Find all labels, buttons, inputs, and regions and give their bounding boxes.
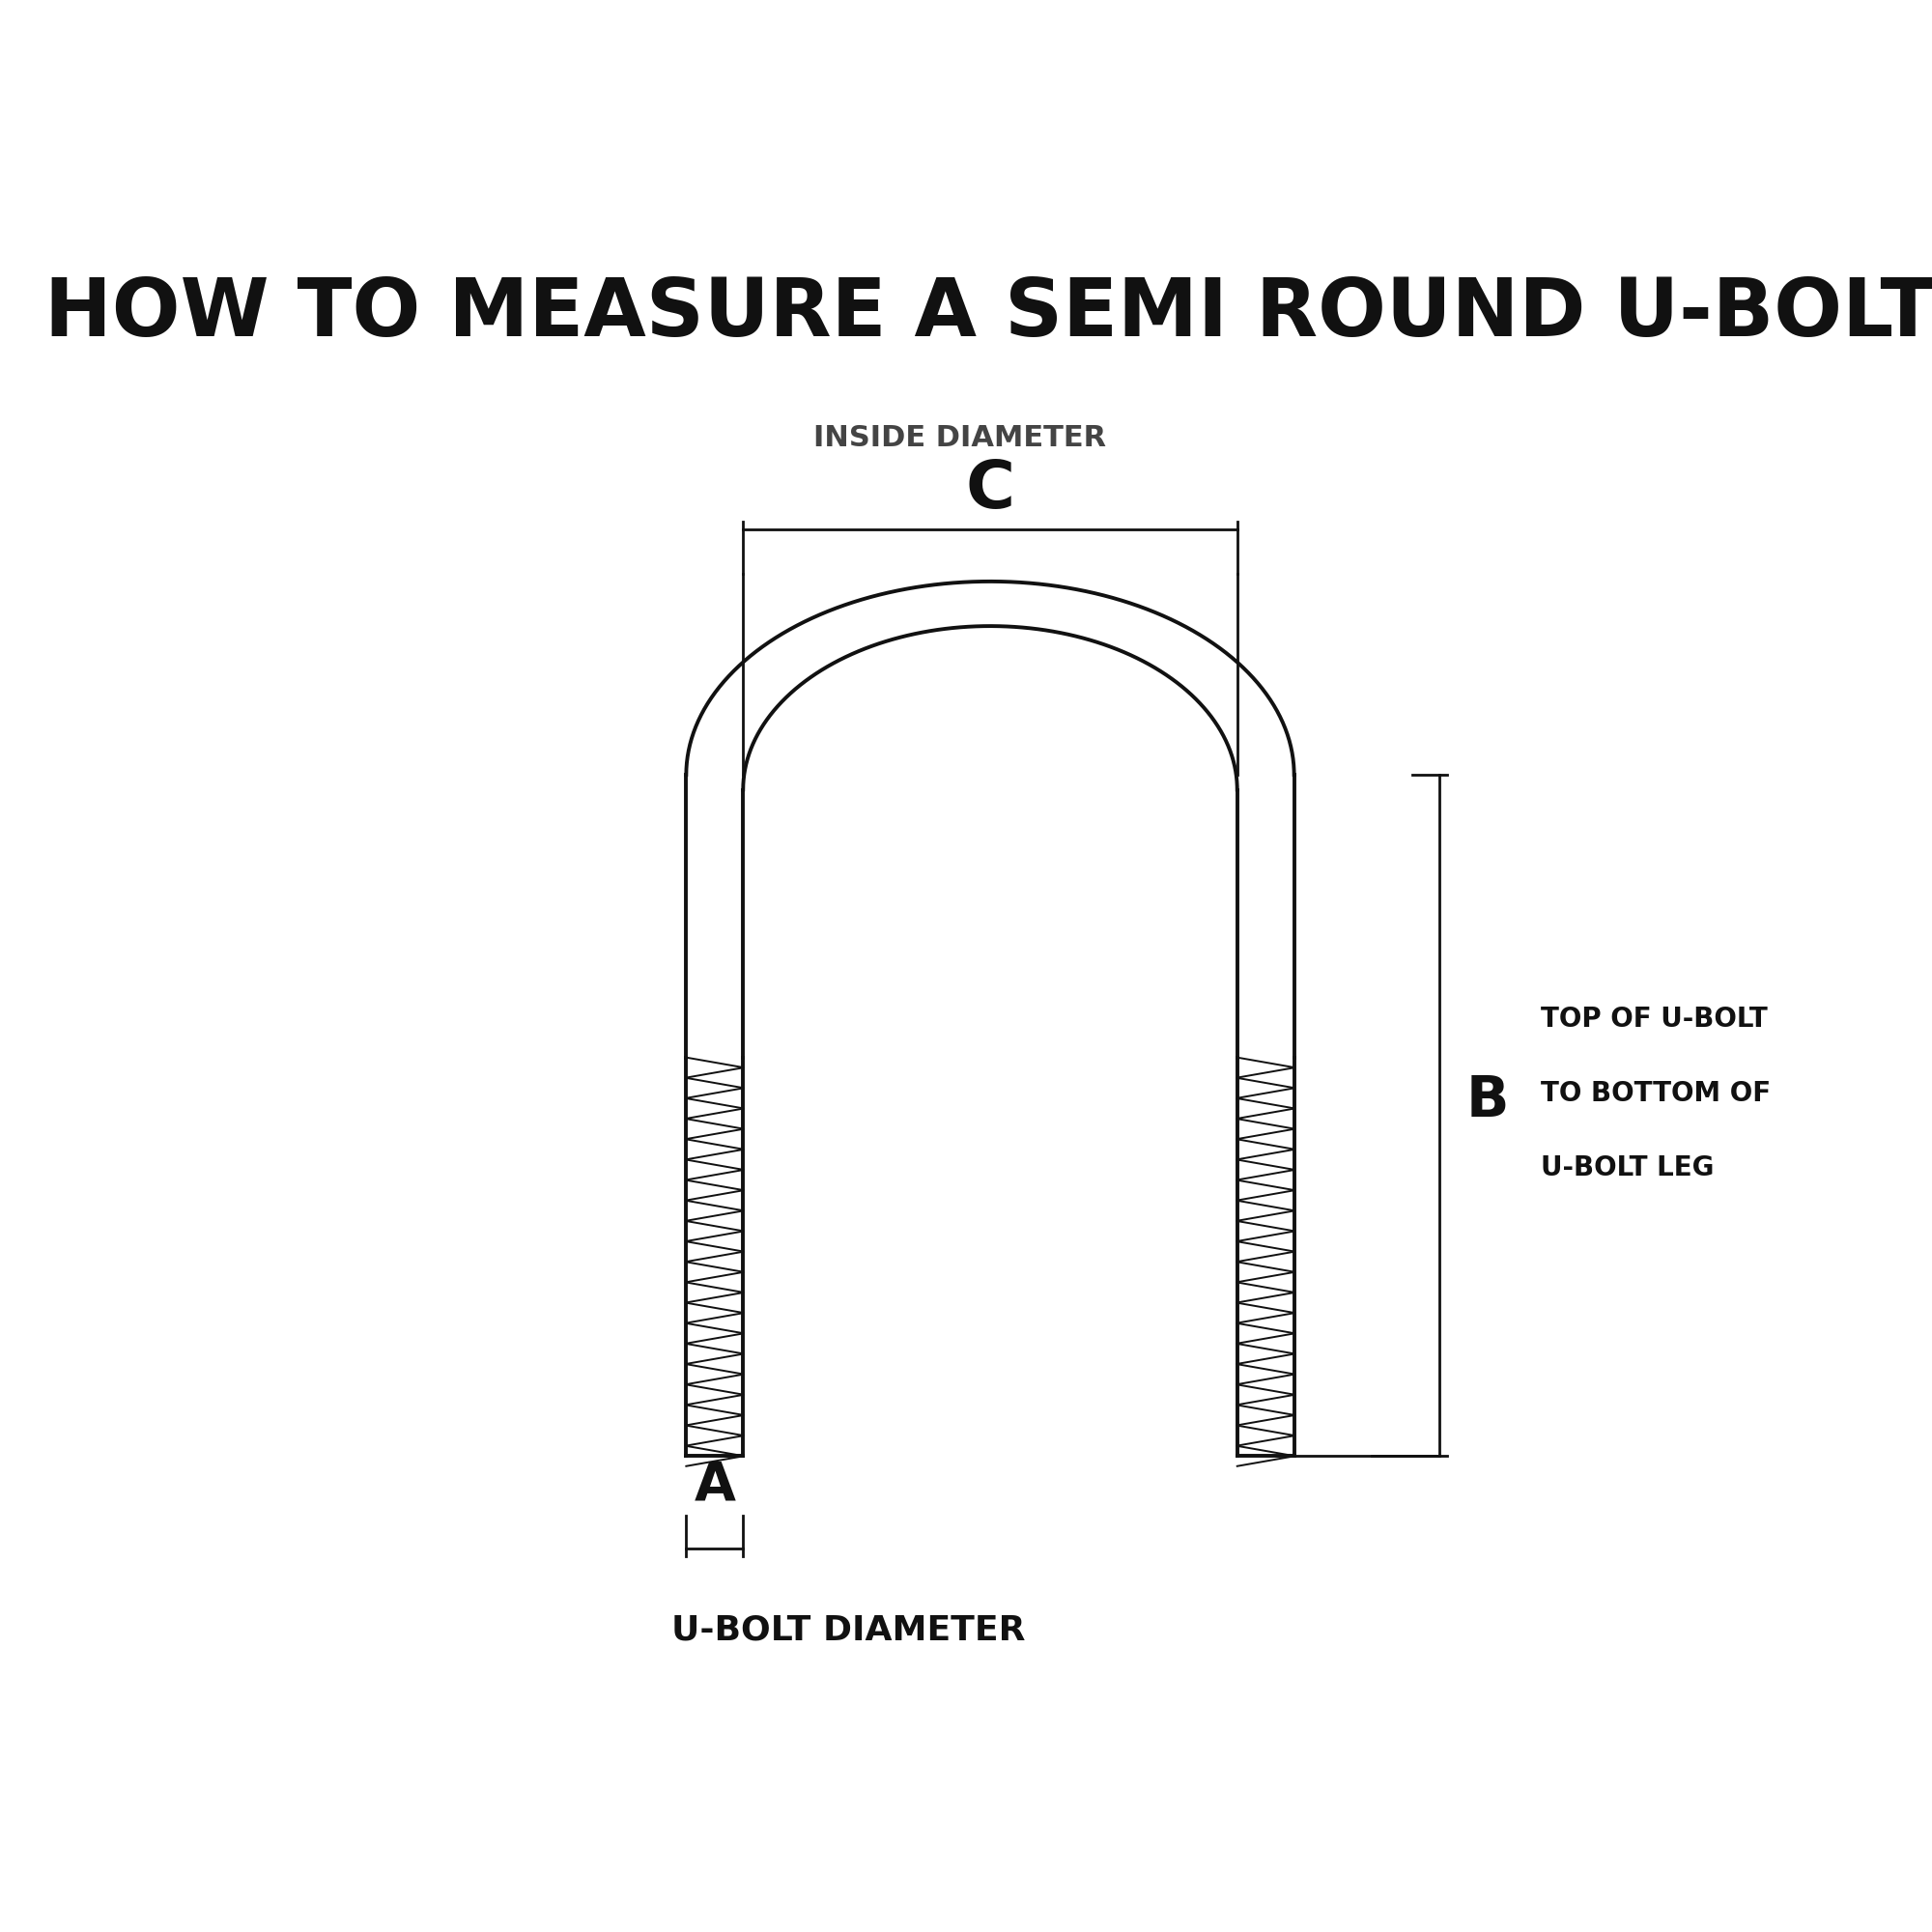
Text: U-BOLT DIAMETER: U-BOLT DIAMETER (670, 1613, 1026, 1646)
Text: TO BOTTOM OF: TO BOTTOM OF (1542, 1080, 1772, 1107)
Text: C: C (966, 458, 1014, 522)
Text: INSIDE DIAMETER: INSIDE DIAMETER (813, 423, 1107, 452)
Text: B: B (1466, 1072, 1509, 1128)
Text: HOW TO MEASURE A SEMI ROUND U-BOLT: HOW TO MEASURE A SEMI ROUND U-BOLT (44, 274, 1932, 354)
Text: U-BOLT LEG: U-BOLT LEG (1542, 1153, 1714, 1180)
Text: A: A (694, 1459, 736, 1511)
Text: TOP OF U-BOLT: TOP OF U-BOLT (1542, 1005, 1768, 1032)
